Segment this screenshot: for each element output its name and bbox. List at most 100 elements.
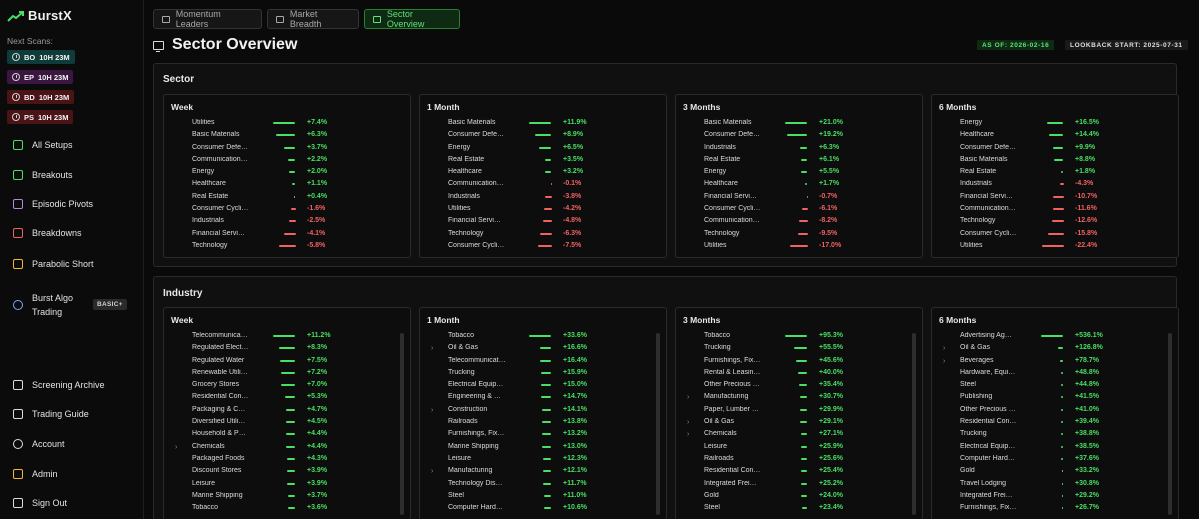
ranking-label: Furnishings, Fix… [704, 356, 761, 364]
ranking-label: Steel [960, 381, 976, 389]
expand-chevron-icon[interactable]: › [943, 357, 946, 365]
performance-bar [798, 371, 807, 374]
ranking-label: Tobacco [704, 332, 731, 339]
ranking-row: Industrials -2.5% [164, 216, 410, 228]
nav-all-setups[interactable]: All Setups [13, 140, 73, 150]
brand-logo[interactable]: BurstX [7, 8, 72, 23]
tab-sector-overview[interactable]: Sector Overview [364, 9, 460, 29]
ranking-row: Furnishings, Fix… +13.2% [420, 429, 666, 441]
ranking-row[interactable]: › Beverages +78.7% [932, 356, 1178, 368]
performance-bar [801, 494, 807, 497]
tab-label: Market Breadth [289, 9, 322, 29]
next-scans-label: Next Scans: [7, 36, 53, 46]
ranking-label: Beverages [960, 356, 994, 364]
sector-panel-week: Week Utilities +7.4% Basic Materials +6.3% Co… [163, 94, 411, 258]
nav-burst-algo-trading[interactable]: Burst Algo Trading [13, 291, 80, 319]
ranking-row: Technology -12.6% [932, 216, 1178, 228]
performance-value: +5.3% [307, 393, 328, 401]
ranking-label: Other Precious … [960, 405, 1016, 413]
ranking-row[interactable]: › Manufacturing +12.1% [420, 466, 666, 478]
performance-value: +1.1% [307, 180, 328, 188]
performance-value: +3.5% [563, 155, 584, 163]
performance-value: -11.6% [1075, 205, 1097, 213]
performance-value: -17.0% [819, 241, 842, 249]
scrollbar[interactable] [912, 333, 916, 515]
performance-value: +24.0% [819, 491, 843, 499]
performance-value: +12.1% [563, 467, 587, 475]
expand-chevron-icon[interactable]: › [943, 345, 946, 353]
performance-bar [545, 171, 551, 174]
sidebar: BurstX Next Scans: BO 10H 23M EP 10H 23M BD 1… [0, 0, 144, 519]
ranking-row: Railroads +13.8% [420, 417, 666, 429]
performance-value: +14.7% [563, 393, 587, 401]
ranking-row: Technology -6.3% [420, 229, 666, 241]
clock-icon [12, 53, 20, 61]
nav-parabolic-short[interactable]: Parabolic Short [13, 259, 94, 269]
nav-episodic-pivots[interactable]: Episodic Pivots [13, 199, 93, 209]
ranking-label: Communication… [960, 205, 1016, 213]
expand-chevron-icon[interactable]: › [431, 468, 434, 476]
performance-value: +11.2% [307, 332, 331, 339]
nav-screening-archive[interactable]: Screening Archive [13, 380, 105, 390]
performance-bar [286, 433, 295, 436]
expand-chevron-icon[interactable]: › [175, 443, 178, 451]
ranking-row: Real Estate +1.8% [932, 167, 1178, 179]
performance-value: +13.0% [563, 442, 587, 450]
performance-value: +33.2% [1075, 467, 1099, 475]
ranking-label: Gold [960, 467, 975, 475]
nav-label: Breakouts [32, 170, 73, 180]
performance-bar [1060, 359, 1063, 362]
ranking-label: Advertising Ag… [960, 332, 1012, 339]
scan-code: BO [24, 52, 36, 62]
clock-icon [12, 73, 20, 81]
ranking-row: Other Precious … +35.4% [676, 380, 922, 392]
scan-badge-ps[interactable]: PS 10H 23M [7, 110, 74, 124]
expand-chevron-icon[interactable]: › [687, 419, 690, 427]
ranking-row: Telecommunicati… +16.4% [420, 356, 666, 368]
expand-chevron-icon[interactable]: › [687, 394, 690, 402]
rocket-icon [162, 15, 170, 23]
scan-badge-bd[interactable]: BD 10H 23M [7, 90, 75, 104]
expand-chevron-icon[interactable]: › [431, 406, 434, 414]
ranking-row[interactable]: › Construction +14.1% [420, 405, 666, 417]
ranking-row[interactable]: › Manufacturing +30.7% [676, 392, 922, 404]
tab-momentum-leaders[interactable]: Momentum Leaders [153, 9, 262, 29]
ranking-row[interactable]: › Oil & Gas +126.8% [932, 343, 1178, 355]
performance-value: -4.3% [1075, 180, 1094, 188]
tab-market-breadth[interactable]: Market Breadth [267, 9, 359, 29]
ranking-row: Industrials +6.3% [676, 143, 922, 155]
ranking-row: Consumer Cycli… -7.5% [420, 241, 666, 253]
ranking-row[interactable]: › Chemicals +4.4% [164, 442, 410, 454]
scrollbar[interactable] [656, 333, 660, 515]
nav-breakouts[interactable]: Breakouts [13, 170, 73, 180]
scrollbar[interactable] [1168, 333, 1172, 515]
ranking-label: Energy [448, 143, 471, 151]
ranking-row[interactable]: › Oil & Gas +16.6% [420, 343, 666, 355]
performance-value: +21.0% [819, 119, 843, 126]
ranking-row: Furnishings, Fix… +26.7% [932, 503, 1178, 515]
performance-bar [1062, 494, 1063, 497]
ranking-label: Consumer Defe… [448, 131, 505, 139]
performance-bar [1047, 122, 1063, 124]
performance-bar [1053, 195, 1064, 198]
ranking-label: Consumer Defe… [704, 131, 761, 139]
ranking-label: Electrical Equip… [960, 442, 1016, 450]
nav-breakdowns[interactable]: Breakdowns [13, 228, 82, 238]
nav-trading-guide[interactable]: Trading Guide [13, 409, 89, 419]
ranking-row[interactable]: › Oil & Gas +29.1% [676, 417, 922, 429]
performance-value: +7.5% [307, 356, 328, 364]
scrollbar[interactable] [400, 333, 404, 515]
expand-chevron-icon[interactable]: › [431, 345, 434, 353]
tab-label: Sector Overview [386, 9, 425, 29]
ranking-label: Basic Materials [192, 131, 240, 139]
performance-bar [800, 396, 807, 399]
nav-account[interactable]: Account [13, 439, 65, 449]
performance-value: +3.7% [307, 143, 328, 151]
scan-badge-bo[interactable]: BO 10H 23M [7, 50, 75, 64]
scan-badge-ep[interactable]: EP 10H 23M [7, 70, 74, 84]
nav-admin[interactable]: Admin [13, 469, 58, 479]
section-title-sector: Sector [163, 74, 195, 85]
expand-chevron-icon[interactable]: › [687, 431, 690, 439]
ranking-row[interactable]: › Chemicals +27.1% [676, 429, 922, 441]
nav-sign-out[interactable]: Sign Out [13, 498, 67, 508]
